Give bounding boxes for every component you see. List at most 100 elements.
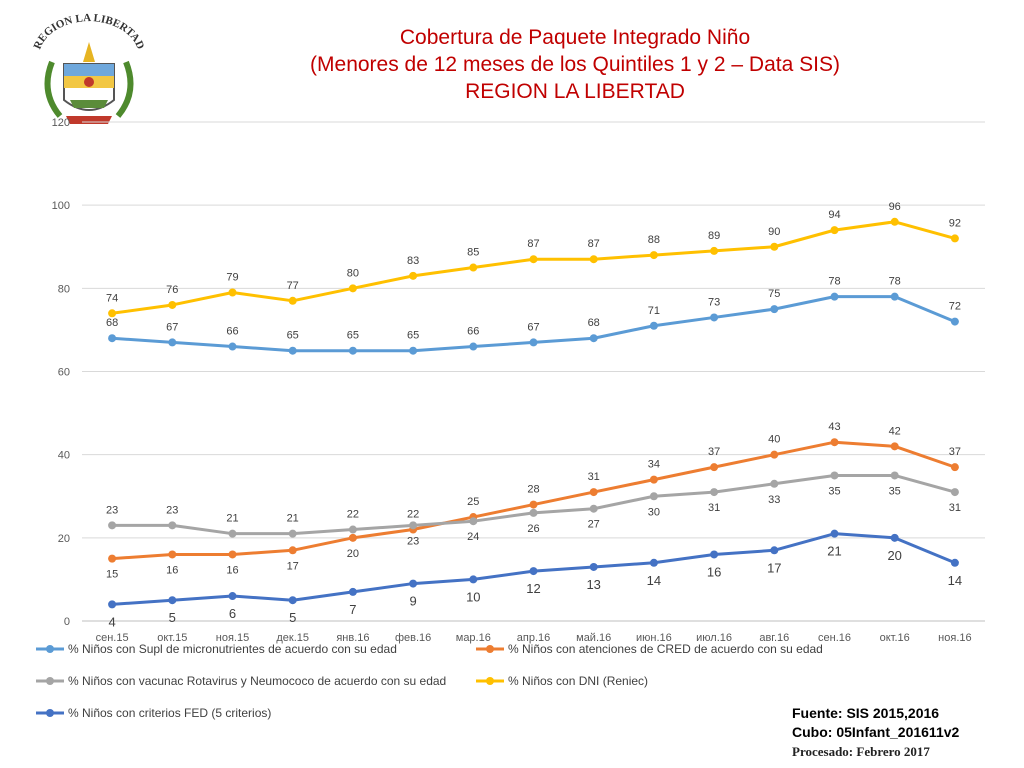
- data-point: [469, 263, 478, 272]
- data-label: 31: [588, 471, 600, 483]
- data-label: 88: [648, 234, 660, 246]
- data-label: 76: [166, 284, 178, 296]
- data-label: 89: [708, 230, 720, 242]
- y-tick-label: 0: [64, 616, 70, 628]
- data-point: [288, 596, 297, 605]
- data-point: [108, 309, 117, 318]
- data-point: [228, 342, 237, 351]
- data-point: [589, 504, 598, 513]
- data-point: [589, 562, 598, 571]
- data-point: [529, 500, 538, 509]
- data-point: [228, 550, 237, 559]
- data-point: [950, 317, 959, 326]
- data-point: [649, 475, 658, 484]
- data-label: 27: [588, 519, 600, 531]
- y-tick-label: 80: [58, 283, 70, 295]
- data-point: [830, 438, 839, 447]
- data-label: 4: [108, 614, 115, 629]
- data-point: [529, 255, 538, 264]
- data-label: 92: [949, 217, 961, 229]
- data-label: 90: [768, 226, 780, 238]
- data-label: 17: [767, 560, 781, 575]
- data-point: [649, 492, 658, 501]
- data-label: 65: [287, 330, 299, 342]
- data-point: [168, 300, 177, 309]
- data-label: 30: [648, 506, 660, 518]
- data-point: [288, 546, 297, 555]
- data-point: [890, 217, 899, 226]
- data-point: [830, 226, 839, 235]
- data-label: 17: [287, 560, 299, 572]
- data-point: [890, 442, 899, 451]
- source-line-3: Procesado: Febrero 2017: [792, 744, 930, 759]
- data-point: [890, 471, 899, 480]
- data-point: [228, 288, 237, 297]
- data-label: 16: [226, 564, 238, 576]
- data-point: [348, 346, 357, 355]
- source-line-2: Cubo: 05Infant_201611v2: [792, 724, 960, 740]
- legend-label: % Niños con criterios FED (5 criterios): [68, 706, 271, 720]
- data-point: [649, 321, 658, 330]
- title-line-1: Cobertura de Paquete Integrado Niño: [399, 26, 751, 49]
- legend-swatch-marker: [46, 709, 54, 717]
- data-label: 65: [407, 330, 419, 342]
- data-point: [649, 558, 658, 567]
- axes: 0 20 40 60 80 100 120 сен.15 окт.15 ноя.15 дек.15 я…: [52, 117, 972, 644]
- legend-label: % Niños con atenciones de CRED de acuerd…: [508, 642, 823, 656]
- data-point: [529, 338, 538, 347]
- data-label: 13: [586, 577, 600, 592]
- x-tick-label: мар.16: [456, 632, 491, 644]
- data-point: [710, 463, 719, 472]
- data-point: [770, 242, 779, 251]
- source-note: Fuente: SIS 2015,2016 Cubo: 05Infant_201…: [792, 704, 959, 761]
- data-point: [348, 533, 357, 542]
- data-label: 96: [889, 201, 901, 213]
- data-label: 20: [887, 548, 901, 563]
- data-label: 34: [648, 459, 660, 471]
- series-line-1: [111, 440, 956, 561]
- data-label: 26: [527, 523, 539, 535]
- legend-label: % Niños con vacunac Rotavirus y Neumococ…: [68, 674, 446, 688]
- data-label: 21: [287, 513, 299, 525]
- data-point: [830, 471, 839, 480]
- data-label: 42: [889, 425, 901, 437]
- data-point: [348, 525, 357, 534]
- data-point: [950, 234, 959, 243]
- legend-label: % Niños con Supl de micronutrientes de a…: [68, 642, 397, 656]
- data-label: 78: [828, 276, 840, 288]
- legend-item: % Niños con atenciones de CRED de acuerd…: [476, 642, 823, 656]
- data-label: 14: [948, 573, 962, 588]
- y-tick-label: 20: [58, 533, 70, 545]
- data-label: 73: [708, 296, 720, 308]
- data-label: 25: [467, 496, 479, 508]
- gridlines: [82, 121, 985, 622]
- data-label: 77: [287, 280, 299, 292]
- data-label: 22: [347, 509, 359, 521]
- legend-swatch-marker: [46, 677, 54, 685]
- data-label: 14: [647, 573, 661, 588]
- data-point: [469, 517, 478, 526]
- data-label: 68: [588, 317, 600, 329]
- data-point: [108, 600, 117, 609]
- data-label: 87: [527, 238, 539, 250]
- data-point: [950, 463, 959, 472]
- data-label: 23: [106, 504, 118, 516]
- data-label: 37: [949, 446, 961, 458]
- data-label: 7: [349, 602, 356, 617]
- data-point: [469, 575, 478, 584]
- data-label: 40: [768, 434, 780, 446]
- data-label: 5: [289, 610, 296, 625]
- data-point: [108, 521, 117, 530]
- data-label: 23: [407, 535, 419, 547]
- legend-item: % Niños con Supl de micronutrientes de a…: [36, 642, 397, 656]
- x-tick-label: июл.16: [696, 632, 732, 644]
- data-point: [409, 346, 418, 355]
- data-label: 10: [466, 589, 480, 604]
- data-label: 75: [768, 288, 780, 300]
- legend-swatch-marker: [486, 645, 494, 653]
- data-point: [288, 296, 297, 305]
- title-line-3: REGION LA LIBERTAD: [465, 80, 685, 103]
- data-point: [529, 508, 538, 517]
- data-point: [950, 488, 959, 497]
- y-tick-label: 40: [58, 450, 70, 462]
